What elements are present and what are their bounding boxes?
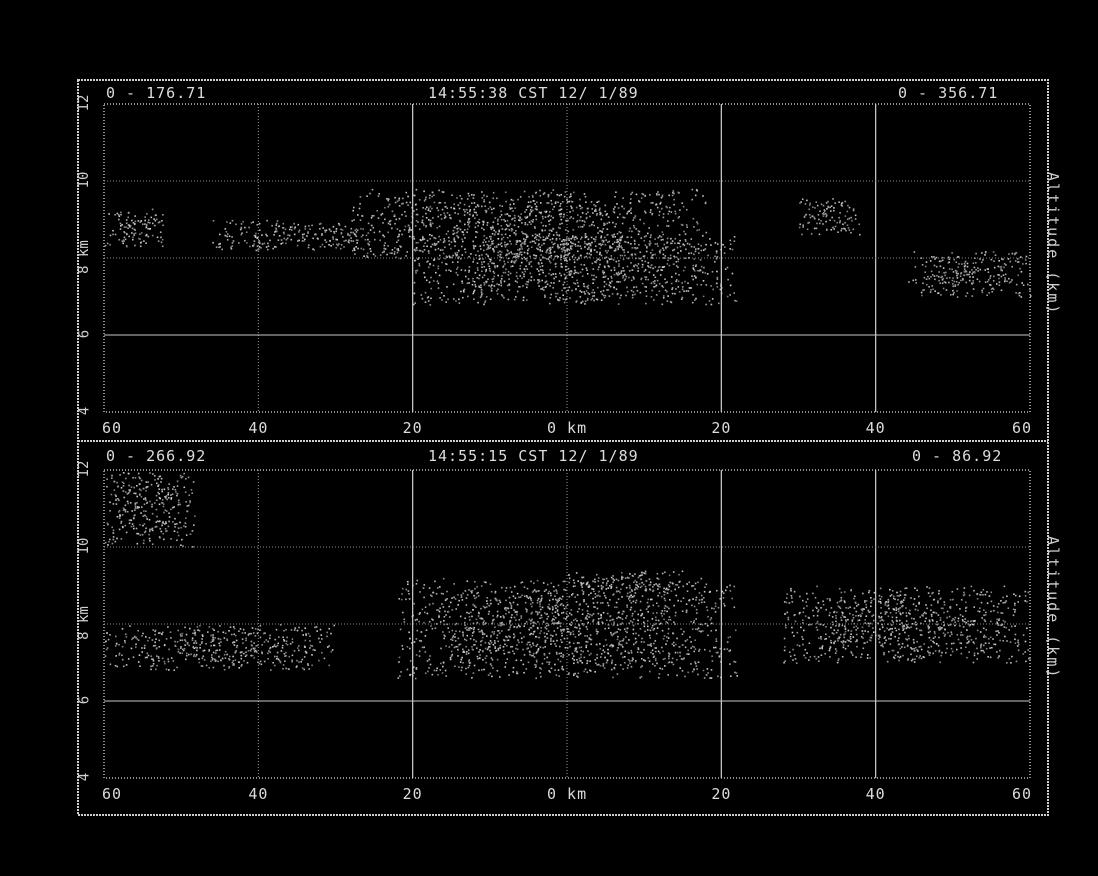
echo-region [104,472,196,548]
echo-region [798,198,861,236]
x-tick-label: 40 [248,785,269,803]
echo-region [783,585,1031,664]
x-tick-label: 20 [402,419,423,437]
panel-bottom [103,469,1031,779]
top-header-right: 0 - 356.71 [898,84,999,102]
y-tick-label: 8 km [76,606,92,640]
bottom-header-left: 0 - 266.92 [106,447,207,465]
x-tick-label: 60 [1012,419,1033,437]
x-tick-label: 0 km [547,419,588,437]
y-tick-label: 12 [76,460,92,478]
panel-top [103,103,1032,413]
bottom-header-center: 14:55:15 CST 12/ 1/89 [428,447,639,465]
y-tick-label: 4 [76,406,92,416]
x-tick-label: 40 [865,785,886,803]
x-tick-label: 60 [102,419,123,437]
x-tick-label: 40 [865,419,886,437]
y-tick-label: 8 km [76,240,92,274]
x-tick-label: 60 [1012,785,1033,803]
echo-region [412,234,738,306]
x-tick-label: 0 km [547,785,588,803]
echo-region [568,570,684,595]
y-tick-label: 6 [76,695,92,705]
top-right-axis-label: Altitude (km) [1044,172,1062,316]
top-header-center: 14:55:38 CST 12/ 1/89 [428,84,639,102]
bottom-header-right: 0 - 86.92 [912,447,1003,465]
top-header-left: 0 - 176.71 [106,84,207,102]
y-tick-label: 10 [76,171,92,189]
outer-border [77,79,1049,816]
x-tick-label: 20 [402,785,423,803]
y-tick-label: 4 [76,772,92,782]
x-tick-label: 60 [102,785,123,803]
y-tick-label: 6 [76,329,92,339]
x-tick-label: 20 [711,419,732,437]
y-tick-label: 10 [76,537,92,555]
x-tick-label: 40 [248,419,269,437]
echo-region [104,208,164,248]
echo-region [212,219,371,252]
echo-region [908,251,1032,298]
x-tick-label: 20 [711,785,732,803]
y-tick-label: 12 [76,94,92,112]
echo-region [104,624,335,671]
bottom-right-axis-label: Altitude (km) [1044,536,1062,680]
echo-region [397,577,738,680]
